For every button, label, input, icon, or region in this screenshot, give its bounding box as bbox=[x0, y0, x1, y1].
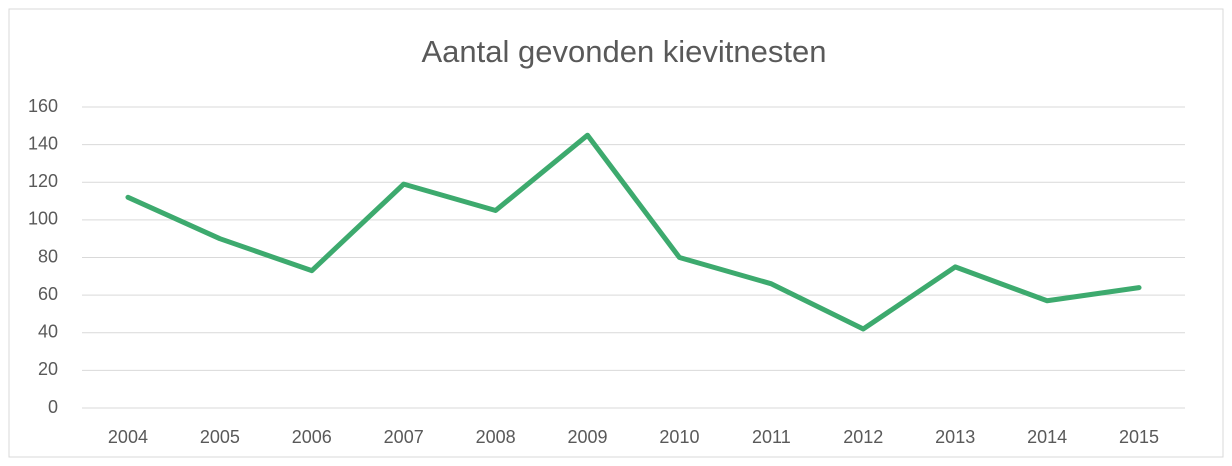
y-tick-label: 140 bbox=[28, 133, 58, 153]
x-tick-label: 2005 bbox=[200, 427, 240, 447]
data-line bbox=[125, 132, 1142, 332]
x-tick-label: 2015 bbox=[1119, 427, 1159, 447]
x-tick-label: 2013 bbox=[935, 427, 975, 447]
x-tick-label: 2012 bbox=[843, 427, 883, 447]
x-tick-label: 2011 bbox=[752, 427, 791, 447]
y-tick-label: 0 bbox=[48, 397, 58, 417]
x-tick-label: 2010 bbox=[659, 427, 699, 447]
y-tick-label: 40 bbox=[38, 322, 58, 342]
x-tick-label: 2009 bbox=[568, 427, 608, 447]
y-tick-label: 100 bbox=[28, 209, 58, 229]
x-tick-label: 2014 bbox=[1027, 427, 1067, 447]
chart-border bbox=[8, 8, 1224, 458]
y-tick-label: 80 bbox=[38, 246, 58, 266]
x-tick-label: 2007 bbox=[384, 427, 424, 447]
y-tick-label: 160 bbox=[28, 96, 58, 116]
y-tick-label: 60 bbox=[38, 284, 58, 304]
y-tick-label: 120 bbox=[28, 171, 58, 191]
y-tick-label: 20 bbox=[38, 359, 58, 379]
chart-title: Aantal gevonden kievitnesten bbox=[421, 34, 826, 69]
x-tick-label: 2006 bbox=[292, 427, 332, 447]
x-tick-label: 2004 bbox=[108, 427, 148, 447]
x-tick-label: 2008 bbox=[476, 427, 516, 447]
